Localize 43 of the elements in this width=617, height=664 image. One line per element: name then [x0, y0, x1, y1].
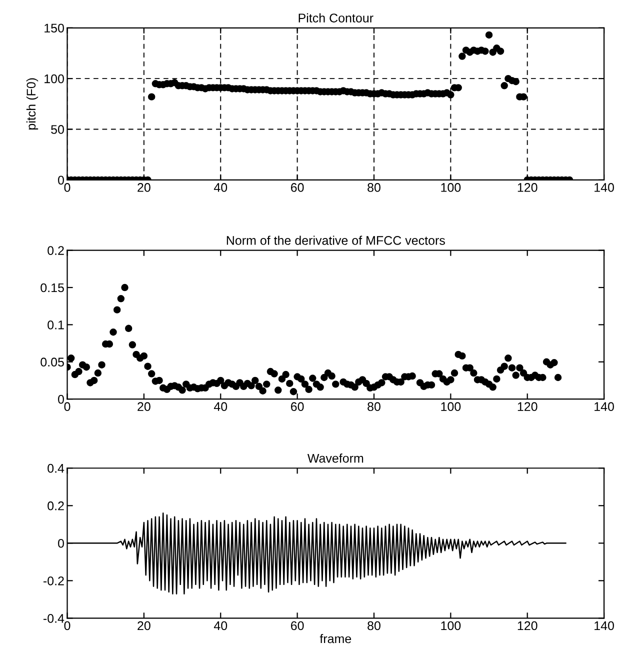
x-tick-label: 80: [368, 183, 380, 192]
y-tick-label: 0.4: [48, 464, 64, 473]
x-tick-label: 20: [138, 183, 150, 192]
x-tick-label: 40: [214, 402, 228, 412]
y-axis-title: pitch (F0): [26, 78, 38, 130]
y-tick-label: 0.15: [40, 283, 64, 292]
y-tick-label: 0: [58, 538, 64, 548]
x-tick-label: 0: [64, 402, 70, 412]
y-tick-label: 150: [44, 24, 64, 33]
x-tick-label: 20: [138, 621, 150, 630]
x-tick-label: 100: [441, 183, 461, 192]
x-tick-label: 140: [594, 402, 614, 412]
x-tick-label: 140: [594, 183, 614, 192]
x-tick-label: 120: [518, 183, 538, 192]
y-tick-label: -0.4: [43, 614, 64, 623]
x-tick-label: 40: [214, 183, 228, 192]
x-tick-label: 100: [441, 621, 461, 630]
x-tick-label: 80: [368, 402, 380, 412]
y-tick-label: 0.2: [48, 246, 64, 255]
x-tick-label: 80: [368, 621, 380, 630]
y-tick-label: 0.2: [48, 501, 64, 510]
x-tick-label: 120: [518, 402, 538, 412]
x-tick-label: 0: [64, 621, 70, 630]
x-tick-label: 60: [290, 183, 304, 192]
x-tick-label: 100: [441, 402, 461, 412]
x-tick-label: 0: [64, 183, 70, 192]
x-axis-title: frame: [320, 634, 352, 644]
y-tick-label: 0: [58, 394, 64, 404]
chart-title: Pitch Contour: [298, 13, 374, 22]
y-tick-label: 0.1: [48, 320, 64, 330]
y-tick-label: 0.05: [40, 358, 64, 367]
chart-title: Waveform: [307, 454, 364, 463]
x-tick-label: 120: [518, 621, 538, 630]
x-tick-label: 60: [290, 402, 304, 412]
x-tick-label: 40: [214, 621, 228, 630]
x-tick-label: 20: [138, 402, 150, 412]
y-tick-label: 100: [44, 74, 64, 84]
chart-title: Norm of the derivative of MFCC vectors: [226, 236, 445, 245]
y-tick-label: 50: [51, 125, 64, 134]
y-tick-label: 0: [58, 176, 64, 185]
x-tick-label: 140: [594, 621, 614, 630]
y-tick-label: -0.2: [43, 576, 64, 586]
x-tick-label: 60: [290, 621, 304, 630]
